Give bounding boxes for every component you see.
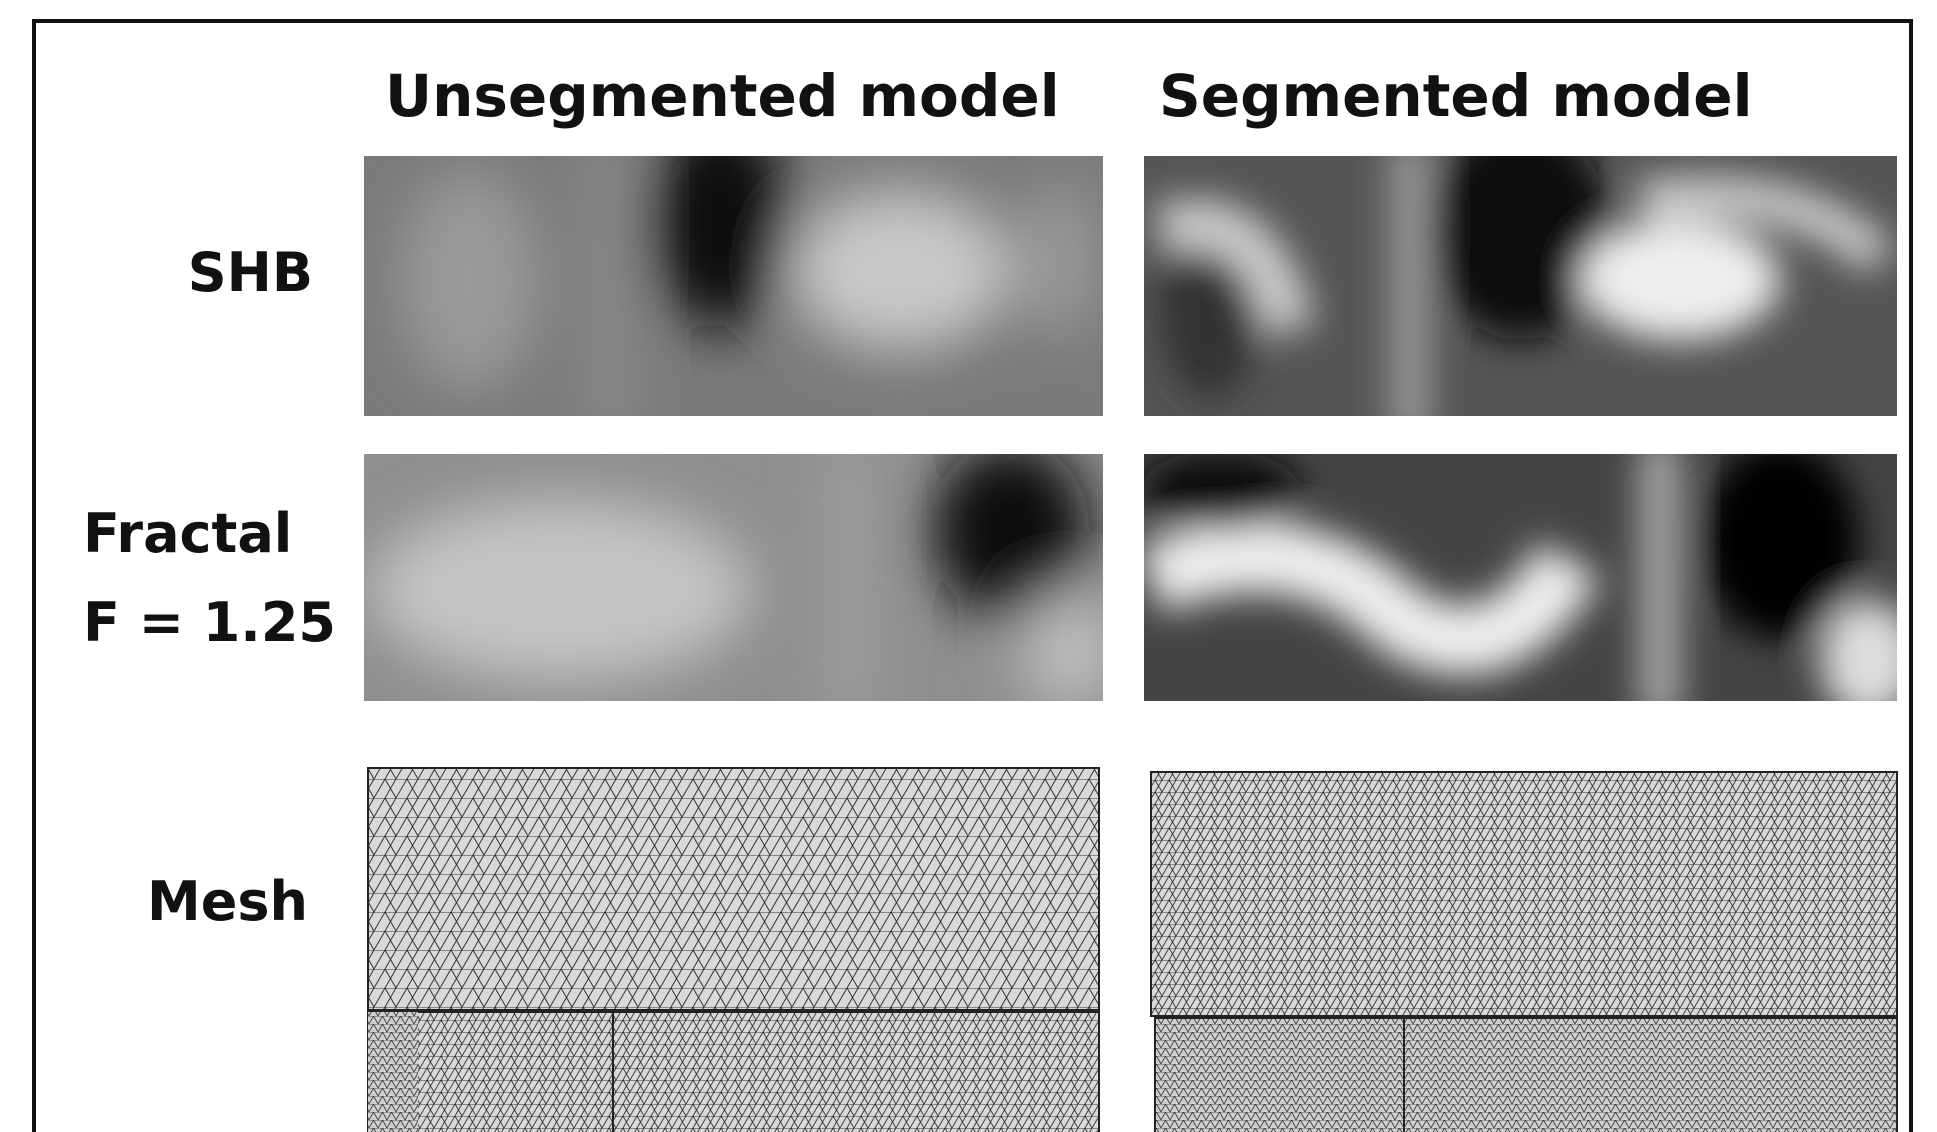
- fractal-segmented-image: [1140, 440, 1920, 720]
- column-header: Segmented model: [1159, 62, 1752, 130]
- mesh-segmented: [1151, 772, 1897, 1132]
- row-label: Mesh: [147, 870, 308, 933]
- fractal-unsegmented-image: [364, 440, 1120, 720]
- shb-segmented-image: [1144, 120, 1897, 440]
- row-label: SHB: [188, 241, 313, 304]
- row-label: Fractal: [83, 502, 292, 565]
- row-label: F = 1.25: [83, 591, 336, 654]
- column-header: Unsegmented model: [385, 62, 1060, 130]
- shb-unsegmented-image: [364, 110, 1103, 440]
- mesh-unsegmented: [368, 768, 1099, 1132]
- figure: Unsegmented model Segmented model SHB Fr…: [0, 0, 1937, 1132]
